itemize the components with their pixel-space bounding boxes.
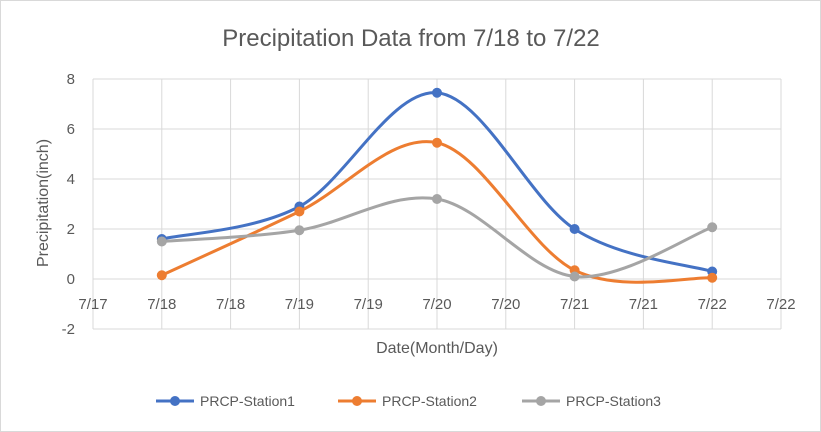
legend-swatch-marker bbox=[536, 396, 546, 406]
x-tick-label: 7/18 bbox=[147, 296, 176, 313]
x-axis-title: Date(Month/Day) bbox=[376, 340, 498, 357]
legend-label: PRCP-Station1 bbox=[200, 393, 295, 409]
y-tick-label: -2 bbox=[62, 321, 75, 338]
chart-title: Precipitation Data from 7/18 to 7/22 bbox=[222, 25, 600, 52]
x-tick-label: 7/21 bbox=[629, 296, 658, 313]
tick-labels: -2 0 2 4 6 8 7/17 7/18 7/18 7/19 7/19 7/20 7/20 7/21 7… bbox=[62, 71, 796, 338]
series-layer bbox=[156, 87, 718, 284]
legend-swatch-marker bbox=[170, 396, 180, 406]
data-point bbox=[569, 271, 580, 282]
data-point bbox=[707, 272, 718, 283]
y-tick-label: 6 bbox=[67, 121, 75, 138]
data-point bbox=[432, 87, 442, 98]
x-tick-label: 7/22 bbox=[698, 296, 727, 313]
x-tick-label: 7/19 bbox=[285, 296, 314, 313]
x-tick-label: 7/17 bbox=[78, 296, 107, 313]
data-point bbox=[569, 224, 580, 234]
legend-item: PRCP-Station2 bbox=[338, 393, 477, 409]
x-tick-label: 7/19 bbox=[354, 296, 383, 313]
data-point bbox=[156, 270, 167, 281]
data-point bbox=[432, 137, 442, 148]
legend-swatch-marker bbox=[352, 396, 362, 406]
y-tick-label: 4 bbox=[67, 171, 75, 188]
y-tick-label: 2 bbox=[67, 221, 75, 238]
y-tick-label: 8 bbox=[67, 71, 75, 88]
y-tick-label: 0 bbox=[67, 271, 75, 288]
legend-label: PRCP-Station3 bbox=[566, 393, 661, 409]
x-tick-label: 7/21 bbox=[560, 296, 589, 313]
data-point bbox=[294, 225, 305, 236]
data-point bbox=[432, 194, 442, 204]
legend-item: PRCP-Station3 bbox=[522, 393, 661, 409]
x-tick-label: 7/22 bbox=[766, 296, 795, 313]
legend-label: PRCP-Station2 bbox=[382, 393, 477, 409]
x-tick-label: 7/18 bbox=[216, 296, 245, 313]
data-point bbox=[156, 236, 167, 247]
x-tick-label: 7/20 bbox=[491, 296, 520, 313]
x-tick-label: 7/20 bbox=[422, 296, 451, 313]
data-point bbox=[294, 206, 305, 217]
legend: PRCP-Station1 PRCP-Station2 PRCP-Station3 bbox=[156, 393, 661, 409]
legend-item: PRCP-Station1 bbox=[156, 393, 295, 409]
y-axis-title: Precipitation(inch) bbox=[35, 139, 52, 267]
series-3 bbox=[156, 194, 718, 282]
data-point bbox=[707, 222, 718, 233]
